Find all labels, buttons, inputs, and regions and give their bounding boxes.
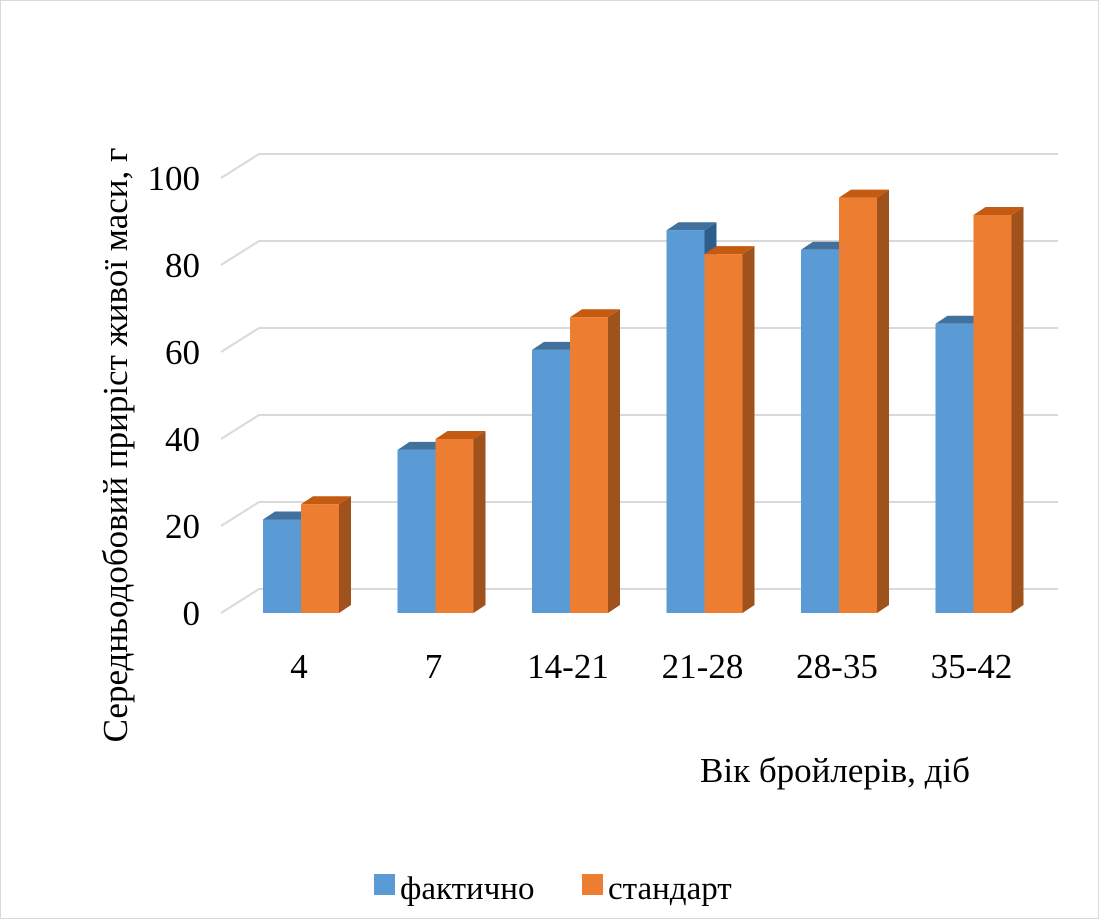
legend-label-factual: фактично bbox=[400, 871, 534, 907]
y-axis-ticks: 0 20 40 60 80 100 bbox=[148, 159, 201, 633]
bars bbox=[263, 189, 1024, 613]
x-tick-label: 4 bbox=[290, 647, 308, 686]
gridline bbox=[220, 414, 1058, 440]
x-axis-ticks: 4 7 14-21 21-28 28-35 35-42 bbox=[290, 647, 1012, 686]
legend: фактично стандарт bbox=[374, 871, 732, 907]
legend-label-standard: стандарт bbox=[608, 871, 732, 907]
bar-standard-14-21 bbox=[570, 309, 620, 613]
bar-standard-28-35 bbox=[839, 189, 889, 613]
y-tick-label: 60 bbox=[165, 333, 200, 372]
y-axis-title: Середньодобовий приріст живої маси, г bbox=[96, 148, 135, 743]
bar-standard-7 bbox=[435, 431, 486, 613]
bar-standard-21-28 bbox=[704, 246, 755, 613]
gridline bbox=[220, 327, 1058, 353]
x-tick-label: 35-42 bbox=[931, 647, 1013, 686]
y-tick-label: 40 bbox=[165, 420, 200, 459]
y-tick-label: 0 bbox=[183, 594, 201, 633]
gridline bbox=[220, 153, 1058, 179]
bar-standard-4 bbox=[301, 496, 351, 613]
x-tick-label: 7 bbox=[425, 647, 443, 686]
y-tick-label: 20 bbox=[165, 507, 200, 546]
gridline bbox=[220, 240, 1058, 266]
legend-swatch-standard bbox=[582, 874, 603, 895]
y-tick-label: 80 bbox=[165, 246, 200, 285]
gridline bbox=[220, 501, 1058, 527]
x-tick-label: 14-21 bbox=[527, 647, 609, 686]
y-tick-label: 100 bbox=[148, 159, 201, 198]
gridline bbox=[220, 588, 1058, 614]
legend-swatch-factual bbox=[374, 874, 395, 895]
x-tick-label: 28-35 bbox=[796, 647, 878, 686]
bar-standard-35-42 bbox=[973, 206, 1024, 613]
gridlines bbox=[220, 153, 1058, 614]
x-tick-label: 21-28 bbox=[662, 647, 744, 686]
x-axis-title: Вік бройлерів, діб bbox=[700, 751, 970, 790]
